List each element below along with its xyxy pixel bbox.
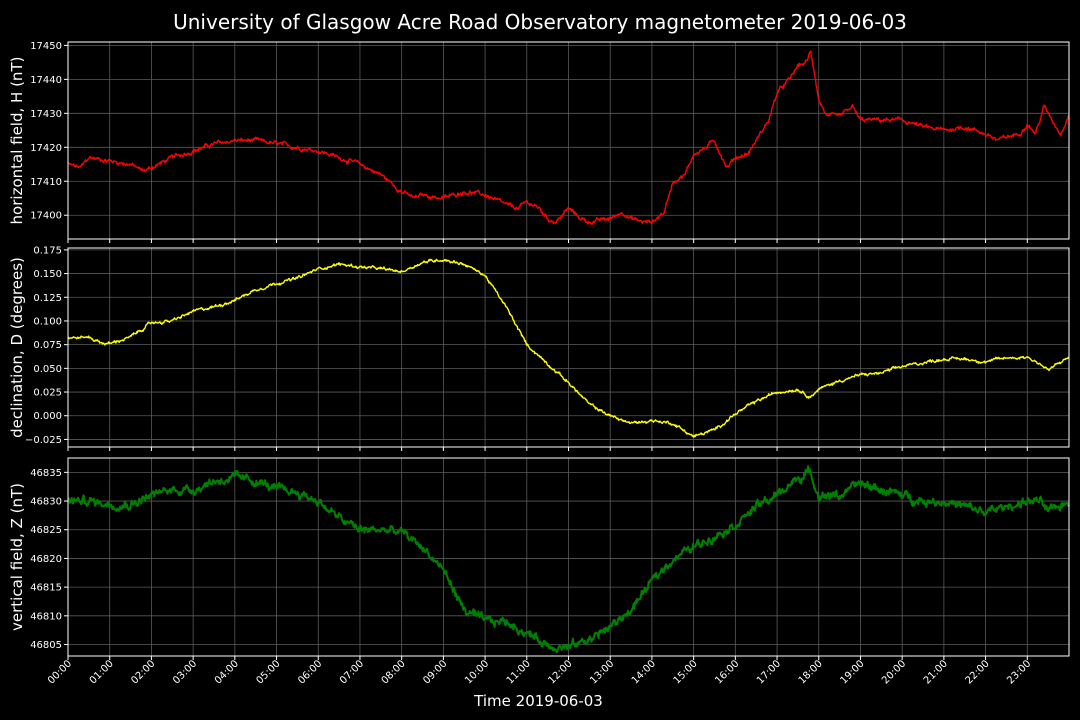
- x-tick-label: 01:00: [88, 658, 116, 686]
- x-axis-label: Time 2019-06-03: [473, 692, 603, 710]
- y-tick-label: 0.150: [33, 269, 62, 280]
- y-tick-label: 0.075: [33, 340, 62, 351]
- panel-frame: [67, 41, 1070, 240]
- y-tick-label: 17450: [30, 41, 62, 52]
- x-tick-label: 07:00: [338, 658, 366, 686]
- y-axis-label: declination, D (degrees): [8, 257, 26, 438]
- x-tick-label: 12:00: [546, 658, 574, 686]
- x-tick-label: 18:00: [797, 658, 825, 686]
- y-tick-label: 17440: [30, 75, 62, 86]
- y-tick-label: 0.000: [33, 411, 62, 422]
- y-tick-label: 17420: [30, 143, 62, 154]
- x-tick-label: 23:00: [1005, 658, 1033, 686]
- x-tick-label: 20:00: [880, 658, 908, 686]
- chart-title: University of Glasgow Acre Road Observat…: [173, 10, 907, 34]
- x-tick-label: 00:00: [46, 658, 74, 686]
- series-line-declination: [67, 258, 1070, 438]
- x-tick-label: 17:00: [755, 658, 783, 686]
- y-tick-label: 46805: [30, 640, 62, 651]
- x-tick-label: 02:00: [129, 658, 157, 686]
- y-tick-label: 17430: [30, 109, 62, 120]
- y-tick-label: 46830: [30, 497, 62, 508]
- x-tick-label: 08:00: [380, 658, 408, 686]
- y-tick-label: 0.125: [33, 293, 62, 304]
- panel-horizontal: 17400 17410 17420 17430 17440 17450 horizontal…: [8, 41, 1070, 243]
- y-axis-label: vertical field, Z (nT): [8, 483, 26, 631]
- x-tick-label: 19:00: [838, 658, 866, 686]
- panel-declination: −0.025 0.000 0.025 0.050 0.075 0.100 0.125 0.15…: [8, 245, 1070, 451]
- panel-frame: [67, 247, 1070, 448]
- x-tick-label: 09:00: [421, 658, 449, 686]
- y-tick-label: −0.025: [25, 435, 62, 446]
- x-tick-label: 10:00: [463, 658, 491, 686]
- y-tick-label: 46815: [30, 583, 62, 594]
- panel-vertical: 46805 46810 46815 46820 46825 46830 46835 verti…: [8, 457, 1070, 660]
- x-tick-label: 03:00: [171, 658, 199, 686]
- y-tick-label: 17400: [30, 211, 62, 222]
- y-tick-label: 46835: [30, 468, 62, 479]
- series-line-vertical: [67, 465, 1070, 653]
- x-tick-label: 11:00: [505, 658, 533, 686]
- series-line-horizontal: [67, 50, 1070, 225]
- x-tick-label: 05:00: [255, 658, 283, 686]
- x-tick-label: 04:00: [213, 658, 241, 686]
- x-tick-label: 06:00: [296, 658, 324, 686]
- y-tick-label: 0.175: [33, 245, 62, 256]
- x-tick-label: 16:00: [713, 658, 741, 686]
- x-tick-label: 22:00: [964, 658, 992, 686]
- x-tick-label: 14:00: [630, 658, 658, 686]
- x-tick-label: 21:00: [922, 658, 950, 686]
- y-axis-label: horizontal field, H (nT): [8, 57, 26, 225]
- y-tick-label: 46820: [30, 554, 62, 565]
- y-tick-label: 46810: [30, 611, 62, 622]
- y-tick-label: 0.100: [33, 316, 62, 327]
- x-tick-label: 15:00: [672, 658, 700, 686]
- x-tick-label: 13:00: [588, 658, 616, 686]
- y-tick-label: 46825: [30, 525, 62, 536]
- y-tick-label: 17410: [30, 177, 62, 188]
- panel-frame: [67, 457, 1070, 657]
- y-tick-label: 0.050: [33, 364, 62, 375]
- y-tick-label: 0.025: [33, 388, 62, 399]
